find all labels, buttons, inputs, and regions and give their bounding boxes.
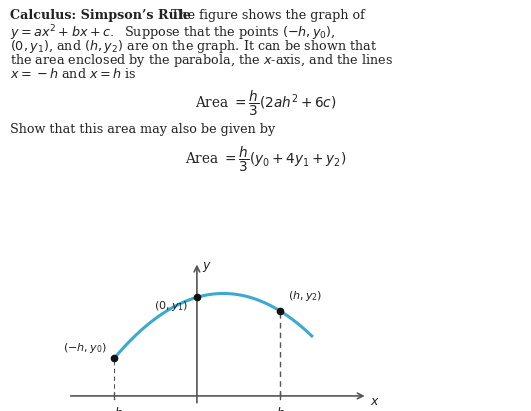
- Text: $x = -h$ and $x = h$ is: $x = -h$ and $x = h$ is: [10, 67, 136, 81]
- Text: Calculus: Simpson’s Rule: Calculus: Simpson’s Rule: [10, 9, 191, 22]
- Text: $(0, y_1)$: $(0, y_1)$: [154, 299, 189, 313]
- Text: $-h$: $-h$: [104, 406, 123, 411]
- Text: $y$: $y$: [202, 260, 212, 274]
- Text: $(h, y_2)$: $(h, y_2)$: [288, 289, 323, 303]
- Text: $x$: $x$: [370, 395, 380, 408]
- Text: Area $= \dfrac{h}{3}(2ah^2 + 6c)$: Area $= \dfrac{h}{3}(2ah^2 + 6c)$: [195, 88, 336, 118]
- Text: $y = ax^2 + bx + c.$  Suppose that the points $(-h, y_0)$,: $y = ax^2 + bx + c.$ Suppose that the po…: [10, 23, 335, 43]
- Text: Show that this area may also be given by: Show that this area may also be given by: [10, 123, 275, 136]
- Text: $h$: $h$: [276, 406, 285, 411]
- Text: the area enclosed by the parabola, the $x$-axis, and the lines: the area enclosed by the parabola, the $…: [10, 52, 393, 69]
- Text: Area $= \dfrac{h}{3}(y_0 + 4y_1 + y_2)$: Area $= \dfrac{h}{3}(y_0 + 4y_1 + y_2)$: [185, 145, 346, 174]
- Text: $(-h, y_0)$: $(-h, y_0)$: [63, 341, 107, 355]
- Text: The figure shows the graph of: The figure shows the graph of: [171, 9, 365, 22]
- Text: $(0, y_1)$, and $(h, y_2)$ are on the graph. It can be shown that: $(0, y_1)$, and $(h, y_2)$ are on the gr…: [10, 38, 377, 55]
